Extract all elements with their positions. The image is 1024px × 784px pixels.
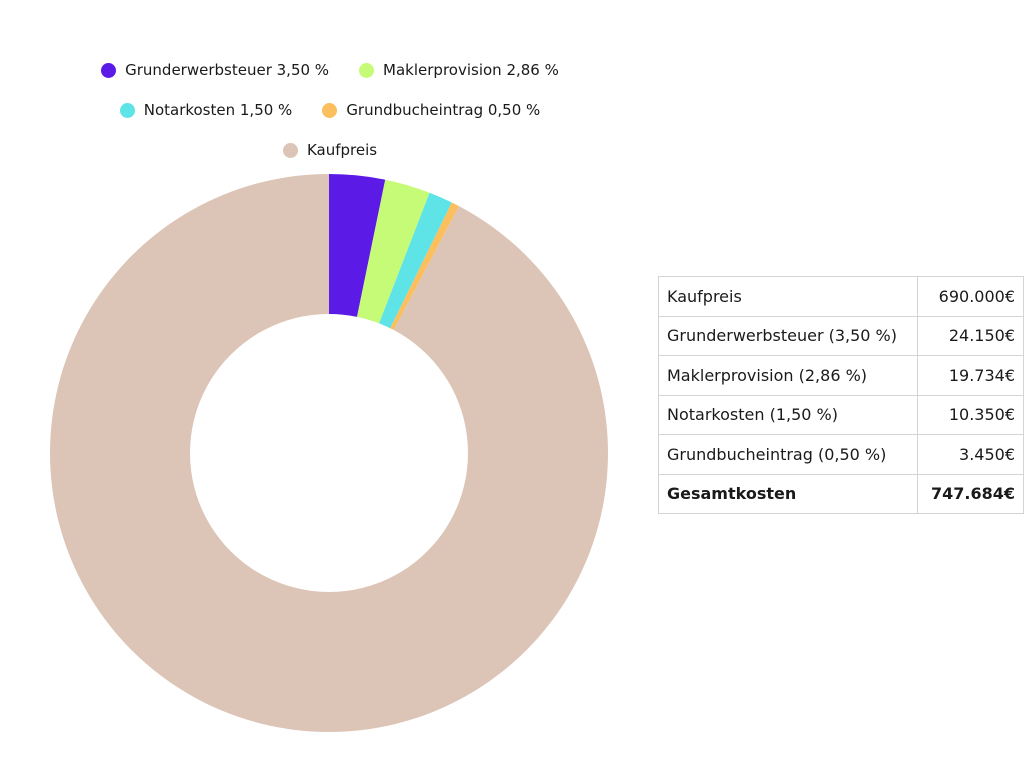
donut-slice-kaufpreis[interactable] xyxy=(49,174,608,733)
donut-slice-grundbucheintrag[interactable] xyxy=(390,202,460,331)
table-row: Grundbucheintrag (0,50 %) 3.450€ xyxy=(658,434,1024,475)
table-row: Grunderwerbsteuer (3,50 %) 24.150€ xyxy=(658,315,1024,356)
table-row: Notarkosten (1,50 %) 10.350€ xyxy=(658,394,1024,435)
legend-dot xyxy=(119,102,135,118)
legend-label: Maklerprovision 2,86 % xyxy=(383,61,559,79)
legend-dot xyxy=(322,102,338,118)
row-label: Grundbucheintrag (0,50 %) xyxy=(658,434,918,475)
chart-legend: Grunderwerbsteuer 3,50 % Maklerprovision… xyxy=(0,50,660,170)
legend-label: Grunderwerbsteuer 3,50 % xyxy=(125,61,330,79)
legend-item-grunderwerbsteuer[interactable]: Grunderwerbsteuer 3,50 % xyxy=(101,61,329,79)
row-value: 19.734€ xyxy=(917,355,1024,396)
legend-row: Grunderwerbsteuer 3,50 % Maklerprovision… xyxy=(0,50,660,90)
row-label: Maklerprovision (2,86 %) xyxy=(658,355,918,396)
legend-row: Notarkosten 1,50 % Grundbucheintrag 0,50… xyxy=(0,90,660,130)
total-label: Gesamtkosten xyxy=(658,473,918,514)
row-value: 24.150€ xyxy=(917,315,1024,356)
legend-dot xyxy=(101,62,117,78)
row-label: Notarkosten (1,50 %) xyxy=(658,394,918,435)
total-value: 747.684€ xyxy=(917,473,1024,514)
legend-label: Kaufpreis xyxy=(306,141,378,159)
legend-label: Grundbucheintrag 0,50 % xyxy=(346,101,541,119)
legend-item-maklerprovision[interactable]: Maklerprovision 2,86 % xyxy=(359,61,559,79)
legend-item-grundbucheintrag[interactable]: Grundbucheintrag 0,50 % xyxy=(322,101,540,119)
row-value: 10.350€ xyxy=(917,394,1024,435)
row-label: Grunderwerbsteuer (3,50 %) xyxy=(658,315,918,356)
row-label: Kaufpreis xyxy=(658,276,918,317)
donut-slice-maklerprovision[interactable] xyxy=(357,179,430,324)
row-value: 3.450€ xyxy=(917,434,1024,475)
legend-dot xyxy=(359,62,375,78)
table-total-row: Gesamtkosten 747.684€ xyxy=(658,473,1024,514)
legend-item-kaufpreis[interactable]: Kaufpreis xyxy=(282,141,378,159)
legend-row: Kaufpreis xyxy=(0,130,660,170)
table-row: Kaufpreis 690.000€ xyxy=(658,276,1024,317)
donut-slice-notarkosten[interactable] xyxy=(379,192,452,329)
donut-slice-grunderwerbsteuer[interactable] xyxy=(329,174,386,317)
legend-dot xyxy=(282,142,298,158)
legend-item-notarkosten[interactable]: Notarkosten 1,50 % xyxy=(119,101,293,119)
row-value: 690.000€ xyxy=(917,276,1024,317)
cost-table: Kaufpreis 690.000€ Grunderwerbsteuer (3,… xyxy=(658,276,1024,514)
legend-label: Notarkosten 1,50 % xyxy=(143,101,293,119)
table-row: Maklerprovision (2,86 %) 19.734€ xyxy=(658,355,1024,396)
